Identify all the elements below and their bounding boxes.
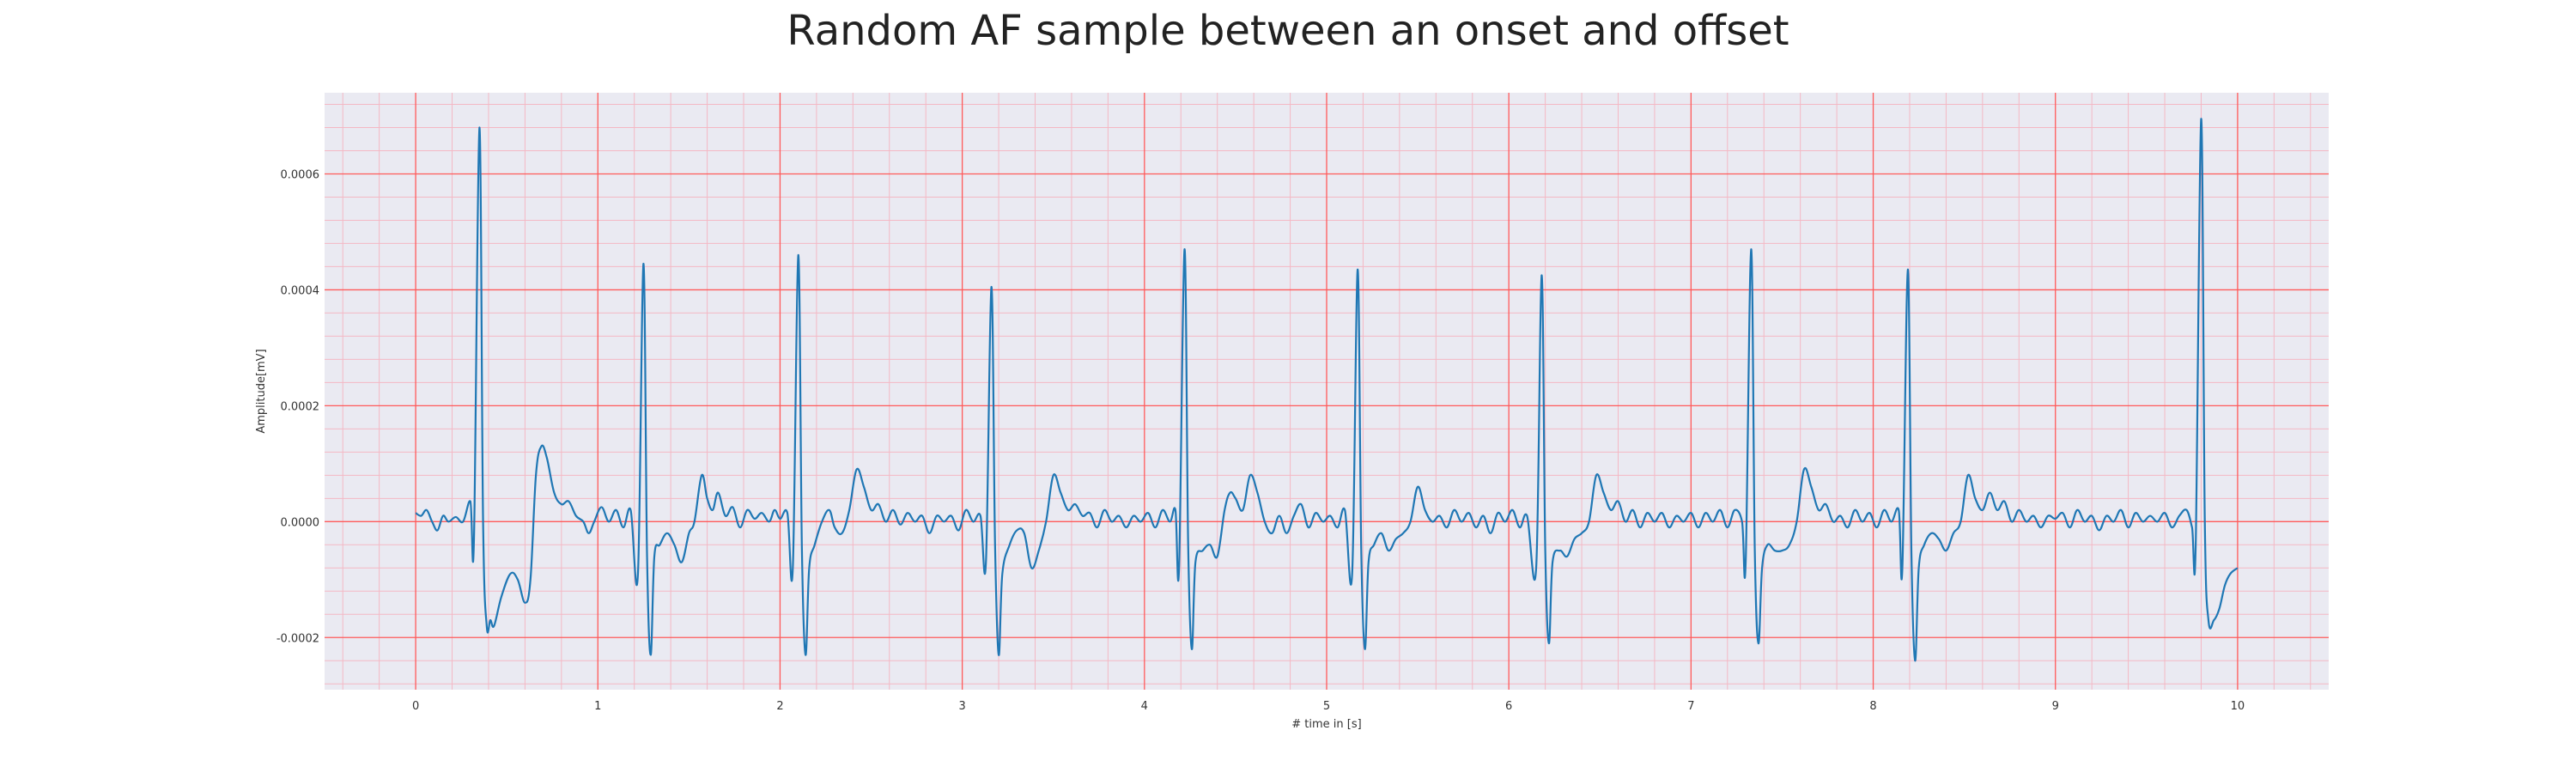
x-tick-label: 5 — [1323, 700, 1330, 713]
y-tick-label: 0.0002 — [281, 400, 320, 413]
y-tick-label: -0.0002 — [276, 632, 319, 645]
x-tick-label: 3 — [958, 700, 965, 713]
y-tick-label: 0.0004 — [281, 284, 320, 297]
ecg-signal-line — [415, 118, 2239, 662]
chart-title: Random AF sample between an onset and of… — [787, 7, 1789, 55]
x-axis-label: # time in [s] — [1291, 718, 1361, 731]
x-tick-label: 2 — [776, 700, 783, 713]
y-tick-label: 0.0006 — [281, 168, 320, 181]
series-layer — [415, 118, 2239, 662]
x-tick-label: 1 — [594, 700, 601, 713]
x-tick-label: 0 — [412, 700, 419, 713]
x-tick-label: 9 — [2052, 700, 2059, 713]
major-grid — [325, 93, 2329, 690]
x-tick-label: 4 — [1141, 700, 1148, 713]
x-tick-label: 7 — [1687, 700, 1694, 713]
x-tick-labels: 0 1 2 3 4 5 6 7 8 9 10 — [412, 700, 2245, 713]
x-tick-label: 10 — [2231, 700, 2245, 713]
y-axis-label: Amplitude[mV] — [255, 349, 268, 433]
x-tick-label: 8 — [1869, 700, 1876, 713]
x-tick-label: 6 — [1505, 700, 1512, 713]
y-tick-label: 0.0000 — [281, 516, 320, 529]
y-tick-labels: -0.0002 0.0000 0.0002 0.0004 0.0006 — [276, 168, 319, 645]
